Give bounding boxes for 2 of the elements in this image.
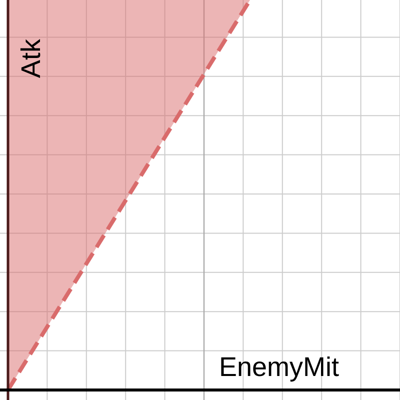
x-axis-title: EnemyMit xyxy=(219,352,340,382)
y-axis-title: Atk xyxy=(16,38,46,78)
